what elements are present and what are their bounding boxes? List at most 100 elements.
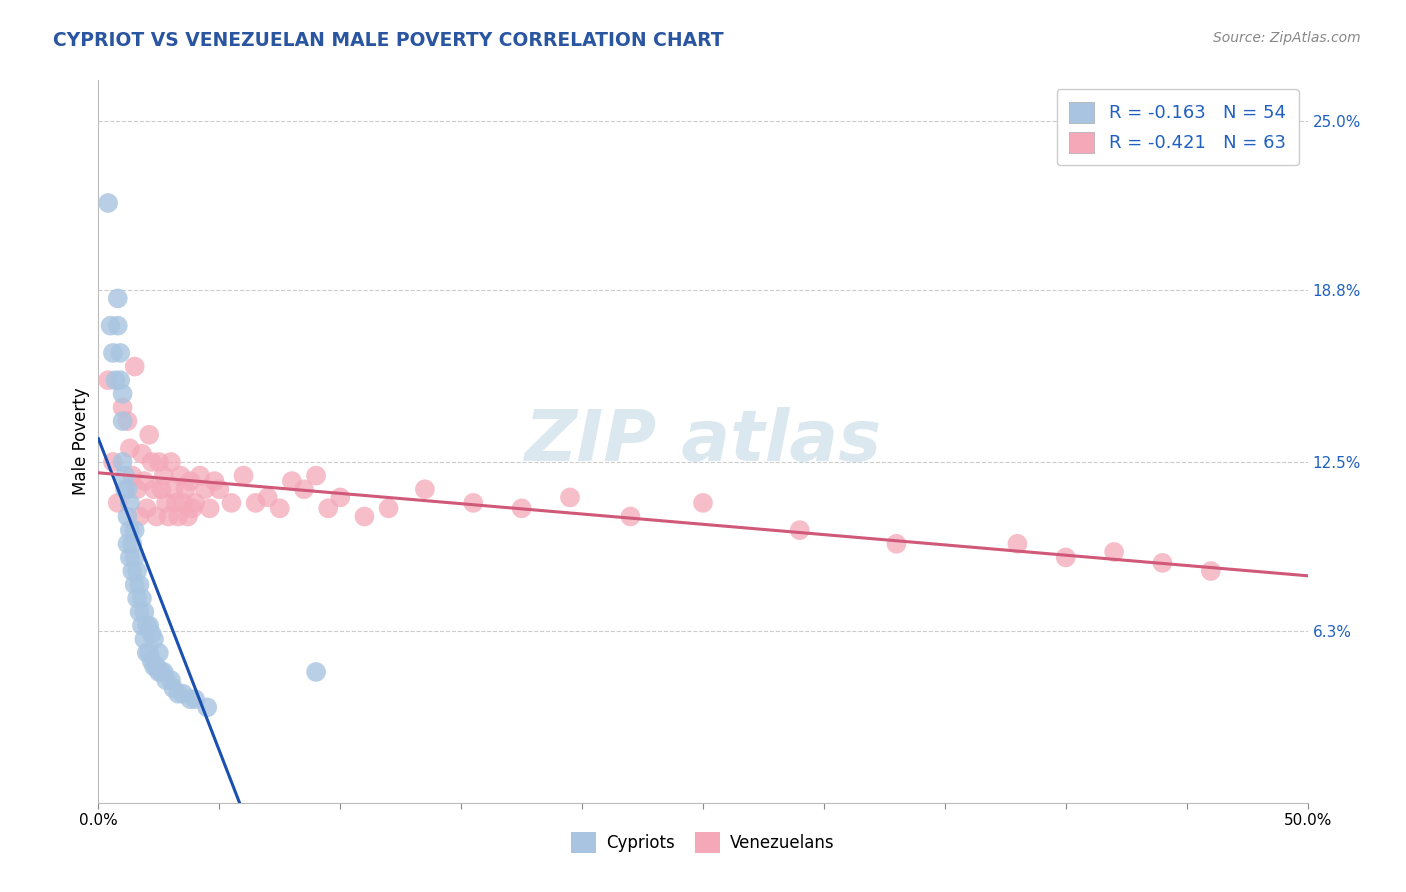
Point	[97, 196, 120, 211]
Point	[111, 401, 134, 415]
Point	[155, 673, 177, 687]
Point	[127, 591, 149, 606]
Point	[150, 482, 173, 496]
Point	[619, 509, 641, 524]
Y-axis label: Male Poverty: Male Poverty	[72, 388, 90, 495]
Point	[1102, 545, 1125, 559]
Point	[353, 509, 375, 524]
Point	[194, 482, 217, 496]
Point	[111, 455, 134, 469]
Point	[141, 654, 163, 668]
Point	[107, 496, 129, 510]
Point	[117, 414, 139, 428]
Point	[162, 681, 184, 696]
Point	[329, 491, 352, 505]
Point	[148, 646, 170, 660]
Point	[165, 496, 187, 510]
Point	[128, 577, 150, 591]
Point	[104, 373, 127, 387]
Point	[141, 626, 163, 640]
Point	[150, 665, 173, 679]
Point	[179, 474, 201, 488]
Point	[135, 646, 157, 660]
Point	[111, 387, 134, 401]
Point	[141, 455, 163, 469]
Point	[160, 455, 183, 469]
Point	[114, 482, 136, 496]
Point	[208, 482, 231, 496]
Point	[121, 468, 143, 483]
Point	[107, 318, 129, 333]
Point	[134, 632, 156, 647]
Point	[143, 659, 166, 673]
Point	[172, 687, 194, 701]
Point	[1152, 556, 1174, 570]
Point	[184, 496, 207, 510]
Point	[160, 673, 183, 687]
Point	[97, 373, 120, 387]
Point	[221, 496, 243, 510]
Point	[316, 501, 339, 516]
Text: Source: ZipAtlas.com: Source: ZipAtlas.com	[1213, 31, 1361, 45]
Point	[195, 700, 218, 714]
Point	[143, 632, 166, 647]
Point	[118, 496, 141, 510]
Point	[1054, 550, 1077, 565]
Point	[245, 496, 267, 510]
Point	[128, 509, 150, 524]
Point	[121, 564, 143, 578]
Point	[152, 468, 174, 483]
Text: CYPRIOT VS VENEZUELAN MALE POVERTY CORRELATION CHART: CYPRIOT VS VENEZUELAN MALE POVERTY CORRE…	[53, 31, 724, 50]
Point	[377, 501, 399, 516]
Point	[138, 646, 160, 660]
Point	[167, 687, 190, 701]
Point	[100, 318, 122, 333]
Point	[124, 359, 146, 374]
Point	[148, 665, 170, 679]
Point	[108, 373, 131, 387]
Point	[108, 346, 131, 360]
Point	[145, 659, 167, 673]
Point	[138, 618, 160, 632]
Point	[117, 509, 139, 524]
Point	[692, 496, 714, 510]
Point	[169, 468, 191, 483]
Point	[124, 523, 146, 537]
Point	[118, 550, 141, 565]
Point	[281, 474, 304, 488]
Text: ZIP atlas: ZIP atlas	[524, 407, 882, 476]
Point	[124, 577, 146, 591]
Point	[305, 665, 328, 679]
Point	[131, 618, 153, 632]
Point	[134, 474, 156, 488]
Point	[184, 692, 207, 706]
Point	[198, 501, 221, 516]
Point	[118, 442, 141, 456]
Point	[124, 550, 146, 565]
Point	[127, 564, 149, 578]
Point	[179, 692, 201, 706]
Point	[127, 482, 149, 496]
Point	[1007, 537, 1029, 551]
Point	[143, 482, 166, 496]
Legend: Cypriots, Venezuelans: Cypriots, Venezuelans	[565, 826, 841, 860]
Point	[111, 414, 134, 428]
Point	[789, 523, 811, 537]
Point	[256, 491, 278, 505]
Point	[162, 482, 184, 496]
Point	[177, 509, 200, 524]
Point	[292, 482, 315, 496]
Point	[181, 501, 204, 516]
Point	[117, 482, 139, 496]
Point	[101, 455, 124, 469]
Point	[114, 468, 136, 483]
Point	[135, 501, 157, 516]
Point	[117, 537, 139, 551]
Point	[134, 605, 156, 619]
Point	[128, 605, 150, 619]
Point	[510, 501, 533, 516]
Point	[131, 591, 153, 606]
Point	[413, 482, 436, 496]
Point	[155, 496, 177, 510]
Point	[269, 501, 291, 516]
